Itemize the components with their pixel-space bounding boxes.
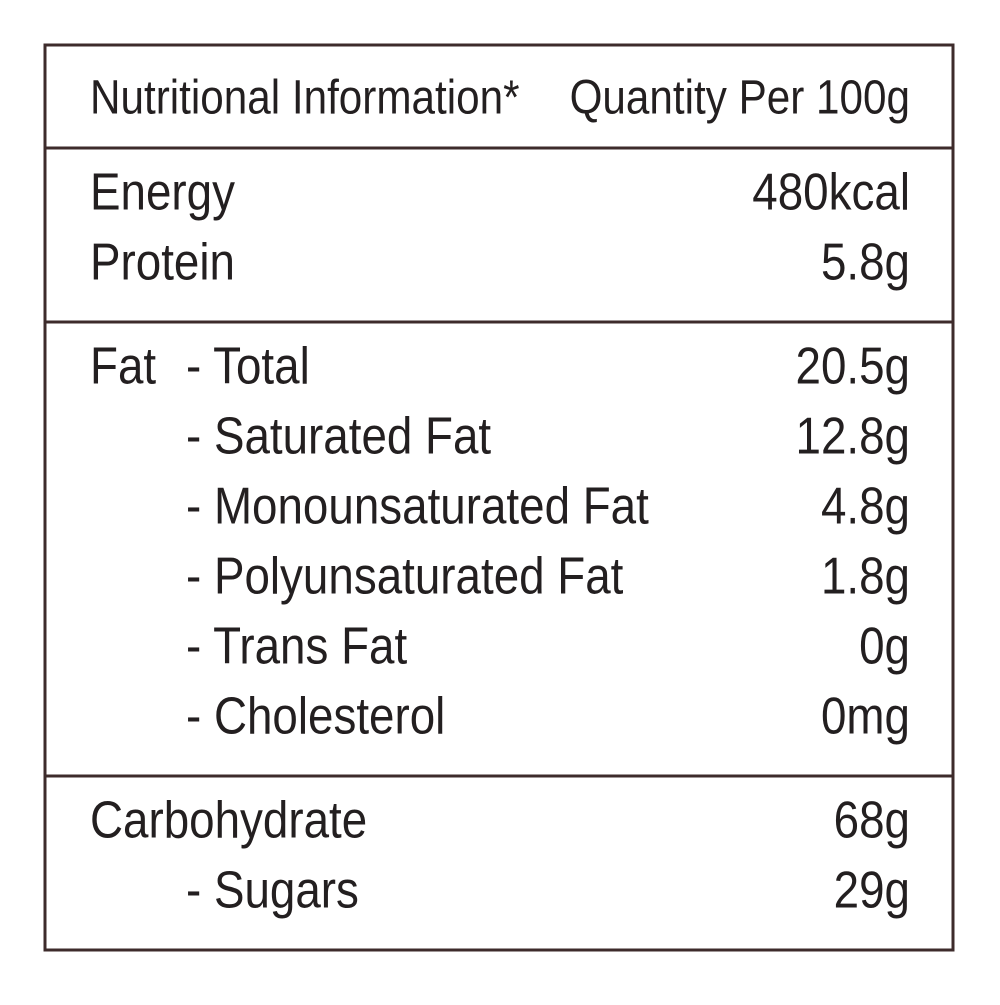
sub-value: 12.8g xyxy=(796,408,910,465)
sub-label: - Sugars xyxy=(186,862,359,919)
row-label: Protein xyxy=(90,234,235,291)
sub-value: 20.5g xyxy=(796,338,910,395)
row-value: 480kcal xyxy=(752,164,910,221)
header-quantity: Quantity Per 100g xyxy=(570,70,910,124)
sub-value: 0mg xyxy=(821,688,910,745)
sub-value: 0g xyxy=(859,618,910,675)
sub-label: - Cholesterol xyxy=(186,688,445,745)
row-label: Energy xyxy=(90,164,235,221)
table-texts: Nutritional Information* Quantity Per 100… xyxy=(90,70,910,919)
header-title: Nutritional Information* xyxy=(90,70,520,124)
table-lines xyxy=(43,43,955,952)
row-label: Fat xyxy=(90,338,156,395)
sub-value: 29g xyxy=(834,862,910,919)
sub-value: 1.8g xyxy=(821,548,910,605)
sub-label: - Monounsaturated Fat xyxy=(186,478,649,535)
row-value: 68g xyxy=(834,792,910,849)
sub-label: - Saturated Fat xyxy=(186,408,492,465)
row-label: Carbohydrate xyxy=(90,792,367,849)
row-value: 5.8g xyxy=(821,234,910,291)
sub-value: 4.8g xyxy=(821,478,910,535)
sub-label: - Trans Fat xyxy=(186,618,408,675)
table-border xyxy=(43,43,955,952)
sub-label: - Total xyxy=(186,338,310,395)
sub-label: - Polyunsaturated Fat xyxy=(186,548,624,605)
